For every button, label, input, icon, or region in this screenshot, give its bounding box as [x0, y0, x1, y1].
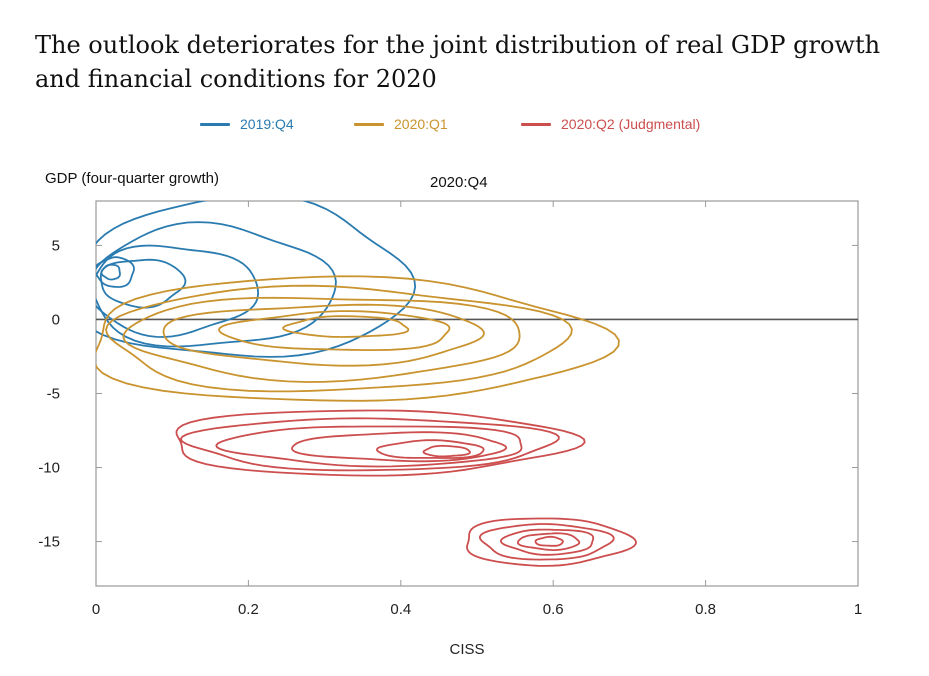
- contour-line-2020-q2-judgmental-: [517, 532, 581, 551]
- legend-swatch-2020-q2: [521, 122, 551, 126]
- legend: 2019:Q4 2020:Q1 2020:Q2 (Judgmental): [0, 116, 929, 140]
- contour-line-2020-q2-judgmental-: [499, 528, 595, 556]
- legend-label-2020-q1: 2020:Q1: [394, 116, 448, 132]
- legend-item-2019-q4: 2019:Q4: [200, 116, 294, 132]
- contour-line-2020-q2-judgmental-: [534, 535, 564, 547]
- chart-title: The outlook deteriorates for the joint d…: [35, 31, 881, 93]
- contour-line-2020-q2-judgmental-: [375, 439, 485, 459]
- contour-line-2020-q2-judgmental-: [179, 417, 560, 472]
- x-tick-label: 0.8: [695, 601, 716, 618]
- contour-line-2019-q4: [96, 256, 135, 288]
- y-tick-label: 0: [52, 311, 60, 328]
- legend-item-2020-q1: 2020:Q1: [354, 116, 448, 132]
- panel-title: 2020:Q4: [430, 174, 488, 191]
- contour-line-2019-q4: [96, 221, 337, 348]
- legend-item-2020-q2: 2020:Q2 (Judgmental): [521, 116, 700, 132]
- contour-line-2020-q2-judgmental-: [422, 444, 471, 458]
- contour-line-2020-q1: [162, 303, 485, 367]
- legend-label-2019-q4: 2019:Q4: [240, 116, 294, 132]
- contour-line-2019-q4: [100, 263, 121, 281]
- contour-line-2020-q1: [282, 315, 410, 338]
- x-tick-label: 0.2: [238, 601, 259, 618]
- contour-line-2019-q4: [96, 244, 260, 338]
- contour-line-2020-q2-judgmental-: [175, 409, 586, 477]
- x-axis-title: CISS: [449, 641, 484, 658]
- legend-swatch-2020-q1: [354, 122, 384, 126]
- y-tick-label: -5: [47, 386, 60, 403]
- contour-line-2020-q2-judgmental-: [215, 425, 523, 468]
- y-tick-label: -10: [38, 460, 60, 477]
- y-axis-title: GDP (four-quarter growth): [45, 170, 219, 187]
- legend-swatch-2019-q4: [200, 122, 230, 126]
- contour-line-2020-q1: [96, 275, 620, 402]
- contour-line-2020-q1: [122, 296, 521, 383]
- contour-group: [96, 201, 637, 567]
- x-tick-label: 0.4: [390, 601, 411, 618]
- contour-line-2020-q2-judgmental-: [478, 523, 615, 561]
- x-tick-label: 1: [854, 601, 862, 618]
- y-tick-label: -15: [38, 534, 60, 551]
- contour-line-2020-q1: [105, 284, 573, 393]
- x-tick-label: 0: [92, 601, 100, 618]
- contour-line-2020-q2-judgmental-: [466, 517, 637, 567]
- contour-line-2020-q2-judgmental-: [291, 431, 508, 463]
- y-tick-label: 5: [52, 237, 60, 254]
- plot-frame: [95, 200, 859, 587]
- x-tick-label: 0.6: [543, 601, 564, 618]
- contour-line-2020-q1: [217, 310, 451, 352]
- legend-label-2020-q2: 2020:Q2 (Judgmental): [561, 116, 701, 132]
